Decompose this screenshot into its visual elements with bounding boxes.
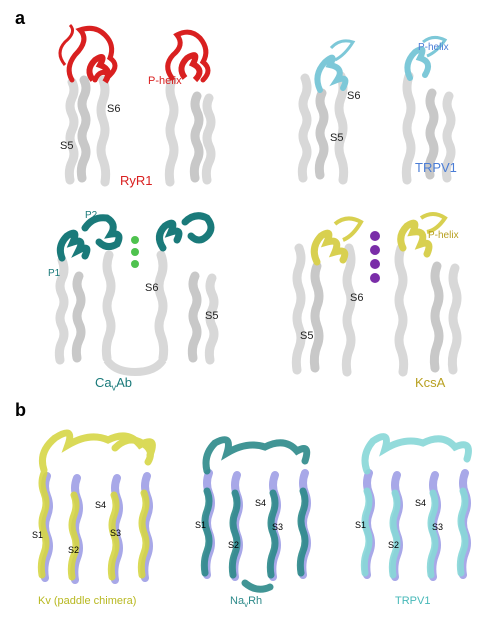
trpv1-phelix-label: P-helix xyxy=(418,42,449,53)
kv-s4: S4 xyxy=(95,500,106,510)
trpv1b-s2: S2 xyxy=(388,540,399,550)
navrh-s1: S1 xyxy=(195,520,206,530)
kcsa-s5-label: S5 xyxy=(300,330,313,342)
navrh-name: NavRh xyxy=(230,595,262,609)
kv-name: Kv (paddle chimera) xyxy=(38,595,136,607)
cavab-p2-label: P2 xyxy=(85,210,97,221)
navrh-s4: S4 xyxy=(255,498,266,508)
ryr1-s6-label: S6 xyxy=(107,103,120,115)
ryr1-name: RyR1 xyxy=(120,173,153,188)
kv-s3: S3 xyxy=(110,528,121,538)
trpv1-name: TRPV1 xyxy=(415,160,457,175)
ryr1-structure xyxy=(35,20,235,190)
cavab-name: CavAb xyxy=(95,375,132,393)
navrh-s2: S2 xyxy=(228,540,239,550)
trpv1b-s3: S3 xyxy=(432,522,443,532)
cavab-p1-label: P1 xyxy=(48,268,60,279)
kv-s2: S2 xyxy=(68,545,79,555)
kcsa-phelix-label: P-helix xyxy=(428,230,459,241)
trpv1-s5-label: S5 xyxy=(330,132,343,144)
kcsa-s6-label: S6 xyxy=(350,292,363,304)
trpv1b-name: TRPV1 xyxy=(395,595,430,607)
kv-s1: S1 xyxy=(32,530,43,540)
kcsa-name: KcsA xyxy=(415,375,445,390)
trpv1b-s1: S1 xyxy=(355,520,366,530)
ryr1-phelix-label: P-helix xyxy=(148,75,182,87)
navrh-s3: S3 xyxy=(272,522,283,532)
ryr1-s5-label: S5 xyxy=(60,140,73,152)
cavab-structure xyxy=(35,200,235,390)
cavab-s5-label: S5 xyxy=(205,310,218,322)
trpv1-s6-label: S6 xyxy=(347,90,360,102)
kcsa-structure xyxy=(275,200,475,390)
trpv1b-s4: S4 xyxy=(415,498,426,508)
cavab-s6-label: S6 xyxy=(145,282,158,294)
panel-a-label: a xyxy=(15,8,25,29)
